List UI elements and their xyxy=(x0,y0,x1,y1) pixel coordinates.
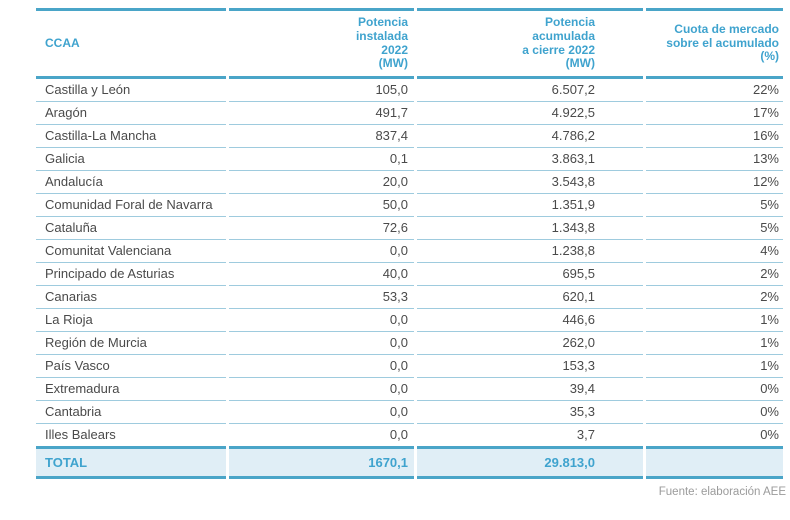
region-cell: Cantabria xyxy=(36,401,226,425)
region-cell: La Rioja xyxy=(36,309,226,333)
potencia-acumulada-cell: 4.922,5 xyxy=(417,102,643,126)
total-cuota-cell xyxy=(646,446,783,480)
potencia-instalada-cell: 0,0 xyxy=(229,378,414,402)
potencia-instalada-cell: 0,0 xyxy=(229,401,414,425)
cuota-cell: 0% xyxy=(646,401,783,425)
potencia-acumulada-cell: 6.507,2 xyxy=(417,79,643,103)
table-row: Comunidad Foral de Navarra 50,0 1.351,9 5% xyxy=(36,194,783,218)
region-cell: Comunidad Foral de Navarra xyxy=(36,194,226,218)
potencia-instalada-cell: 491,7 xyxy=(229,102,414,126)
potencia-acumulada-cell: 4.786,2 xyxy=(417,125,643,149)
table-row: Canarias 53,3 620,1 2% xyxy=(36,286,783,310)
potencia-acumulada-cell: 3,7 xyxy=(576,427,595,443)
potencia-acumulada-cell: 35,3 xyxy=(417,401,643,425)
potencia-acumulada-cell: 1.238,8 xyxy=(417,240,643,264)
potencia-acumulada-cell: 620,1 xyxy=(417,286,643,310)
table-row: Cantabria 0,0 35,3 0% xyxy=(36,401,783,425)
table-header: CCAA Potencia instalada 2022 (MW) Potenc… xyxy=(36,8,783,80)
header-cuota-mercado: Cuota de mercado sobre el acumulado (%) xyxy=(646,8,783,80)
table-row: La Rioja 0,0 446,6 1% xyxy=(36,309,783,333)
table-row: Extremadura 0,0 39,4 0% xyxy=(36,378,783,402)
cuota-cell: 1% xyxy=(646,332,783,356)
cuota-cell: 5% xyxy=(646,217,783,241)
cuota-cell: 0% xyxy=(760,427,779,443)
region-cell: Castilla-La Mancha xyxy=(36,125,226,149)
header-potencia-acumulada: Potencia acumulada a cierre 2022 (MW) xyxy=(417,8,643,80)
potencia-instalada-cell: 0,0 xyxy=(229,355,414,379)
region-cell: Castilla y León xyxy=(36,79,226,103)
table-body: Castilla y León 105,0 6.507,2 22% Aragón 491,… xyxy=(36,79,783,446)
potencia-acumulada-cell: 1.351,9 xyxy=(417,194,643,218)
cuota-cell: 2% xyxy=(646,286,783,310)
cuota-cell: 2% xyxy=(646,263,783,287)
region-cell: Aragón xyxy=(36,102,226,126)
table-row: Principado de Asturias 40,0 695,5 2% xyxy=(36,263,783,287)
potencia-instalada-cell: 0,0 xyxy=(229,332,414,356)
total-row: TOTAL 1670,1 29.813,0 xyxy=(36,446,783,480)
cuota-cell: 5% xyxy=(646,194,783,218)
potencia-instalada-cell: 0,0 xyxy=(229,240,414,264)
potencia-acumulada-cell: 3.863,1 xyxy=(417,148,643,172)
table-row: Región de Murcia 0,0 262,0 1% xyxy=(36,332,783,356)
cuota-cell: 12% xyxy=(646,171,783,195)
ccaa-wind-power-table: CCAA Potencia instalada 2022 (MW) Potenc… xyxy=(33,8,786,480)
potencia-instalada-cell: 0,1 xyxy=(229,148,414,172)
table-row: Andalucía 20,0 3.543,8 12% xyxy=(36,171,783,195)
potencia-acumulada-cell: 1.343,8 xyxy=(417,217,643,241)
potencia-instalada-cell: 105,0 xyxy=(229,79,414,103)
cuota-cell: 1% xyxy=(646,355,783,379)
region-cell: País Vasco xyxy=(36,355,226,379)
potencia-acumulada-cell: 153,3 xyxy=(417,355,643,379)
region-cell: Cataluña xyxy=(36,217,226,241)
potencia-acumulada-cell: 39,4 xyxy=(417,378,643,402)
header-potencia-instalada: Potencia instalada 2022 (MW) xyxy=(229,8,414,80)
table-row: Cataluña 72,6 1.343,8 5% xyxy=(36,217,783,241)
table-row: Castilla y León 105,0 6.507,2 22% xyxy=(36,79,783,103)
region-cell: Comunitat Valenciana xyxy=(36,240,226,264)
total-potencia-acumulada-cell: 29.813,0 xyxy=(417,446,643,480)
table-row: Castilla-La Mancha 837,4 4.786,2 16% xyxy=(36,125,783,149)
source-note: Fuente: elaboración AEE xyxy=(658,486,786,499)
cuota-cell: 13% xyxy=(646,148,783,172)
region-cell: Región de Murcia xyxy=(36,332,226,356)
region-cell: Extremadura xyxy=(36,378,226,402)
table-row: Comunitat Valenciana 0,0 1.238,8 4% xyxy=(36,240,783,264)
table-footer: TOTAL 1670,1 29.813,0 xyxy=(36,446,783,480)
potencia-acumulada-cell: 262,0 xyxy=(417,332,643,356)
ccaa-wind-power-table-figure: CCAA Potencia instalada 2022 (MW) Potenc… xyxy=(33,8,786,498)
total-potencia-instalada-cell: 1670,1 xyxy=(229,446,414,480)
potencia-instalada-cell: 40,0 xyxy=(229,263,414,287)
potencia-instalada-cell: 0,0 xyxy=(229,309,414,333)
table-row: País Vasco 0,0 153,3 1% xyxy=(36,355,783,379)
table-row: Illes Balears 0,0 3,7 0% xyxy=(36,424,783,446)
total-label-cell: TOTAL xyxy=(36,446,226,480)
header-ccaa: CCAA xyxy=(36,8,226,80)
cuota-cell: 16% xyxy=(646,125,783,149)
header-row: CCAA Potencia instalada 2022 (MW) Potenc… xyxy=(36,8,783,80)
table-row: Galicia 0,1 3.863,1 13% xyxy=(36,148,783,172)
cuota-cell: 1% xyxy=(646,309,783,333)
region-cell: Andalucía xyxy=(36,171,226,195)
cuota-cell: 17% xyxy=(646,102,783,126)
cuota-cell: 22% xyxy=(646,79,783,103)
table-row: Aragón 491,7 4.922,5 17% xyxy=(36,102,783,126)
potencia-instalada-cell: 72,6 xyxy=(229,217,414,241)
potencia-acumulada-cell: 3.543,8 xyxy=(417,171,643,195)
potencia-instalada-cell: 50,0 xyxy=(229,194,414,218)
potencia-instalada-cell: 53,3 xyxy=(229,286,414,310)
potencia-acumulada-cell: 446,6 xyxy=(417,309,643,333)
potencia-instalada-cell: 837,4 xyxy=(229,125,414,149)
cuota-cell: 4% xyxy=(646,240,783,264)
region-cell: Illes Balears xyxy=(45,427,116,443)
region-cell: Canarias xyxy=(36,286,226,310)
potencia-acumulada-cell: 695,5 xyxy=(417,263,643,287)
region-cell: Galicia xyxy=(36,148,226,172)
cuota-cell: 0% xyxy=(646,378,783,402)
potencia-instalada-cell: 20,0 xyxy=(229,171,414,195)
region-cell: Principado de Asturias xyxy=(36,263,226,287)
potencia-instalada-cell: 0,0 xyxy=(389,427,408,443)
